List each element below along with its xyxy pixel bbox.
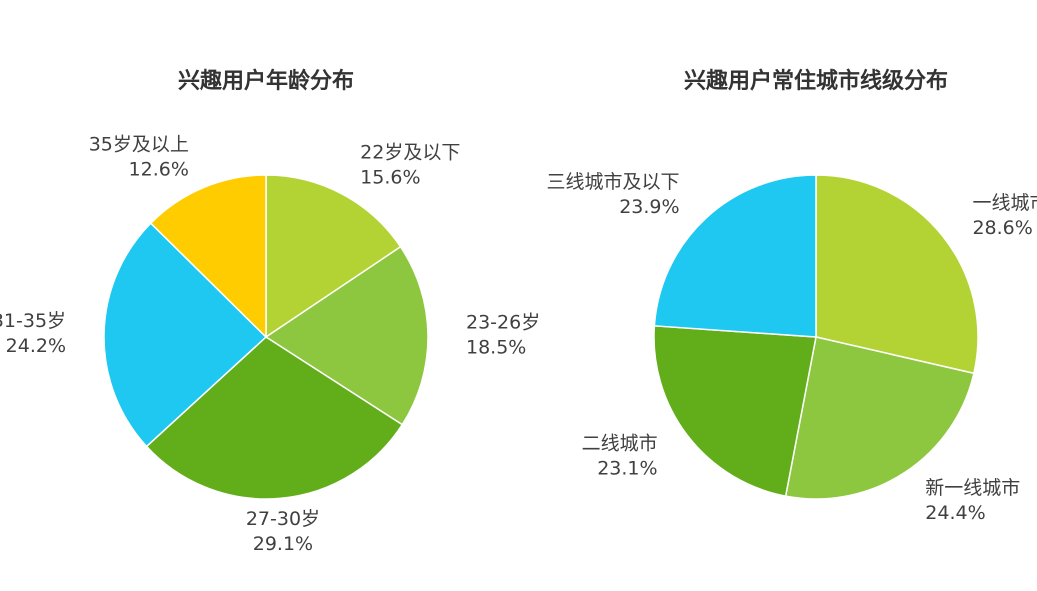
value-label: 28.6%: [972, 217, 1032, 239]
slice-label: 22岁及以下: [360, 141, 460, 163]
pie-slice: [784, 336, 975, 500]
value-label: 24.2%: [6, 335, 66, 357]
slice-label: 35岁及以上: [89, 134, 189, 156]
pie-slice: [103, 222, 268, 448]
pie-chart: 兴趣用户年龄分布 22岁及以下 15.6% 23-26岁 18.5% 27-30岁 29.1…: [0, 68, 540, 555]
slice-label: 二线城市: [582, 433, 658, 455]
value-label: 18.5%: [466, 337, 526, 359]
pie-chart: 兴趣用户常住城市线级分布一线城市 28.6% 新一线城市 24.4% 二线城市 23.1%…: [547, 68, 1037, 524]
pie-slice: [149, 174, 267, 339]
slice-label: 31-35岁: [0, 310, 66, 332]
value-label: 23.1%: [597, 458, 657, 480]
value-label: 29.1%: [253, 533, 313, 555]
slice-label: 23-26岁: [466, 312, 540, 334]
pie-slice: [145, 336, 404, 500]
value-label: 15.6%: [360, 166, 420, 188]
slice-label: 27-30岁: [246, 508, 320, 530]
value-label: 23.9%: [619, 196, 679, 218]
slice-label: 新一线城市: [925, 477, 1020, 499]
slice-label: 一线城市: [972, 192, 1037, 214]
pie-slice: [653, 325, 817, 498]
value-label: 24.4%: [925, 502, 985, 524]
value-label: 12.6%: [129, 159, 189, 181]
slice-label: 三线城市及以下: [547, 171, 680, 193]
chart-title: 兴趣用户常住城市线级分布: [684, 68, 948, 94]
pie-slice: [264, 245, 429, 426]
pie-slice: [265, 174, 402, 339]
pie-slice: [815, 174, 979, 375]
chart-title: 兴趣用户年龄分布: [178, 68, 354, 94]
pie-slice: [653, 174, 817, 338]
